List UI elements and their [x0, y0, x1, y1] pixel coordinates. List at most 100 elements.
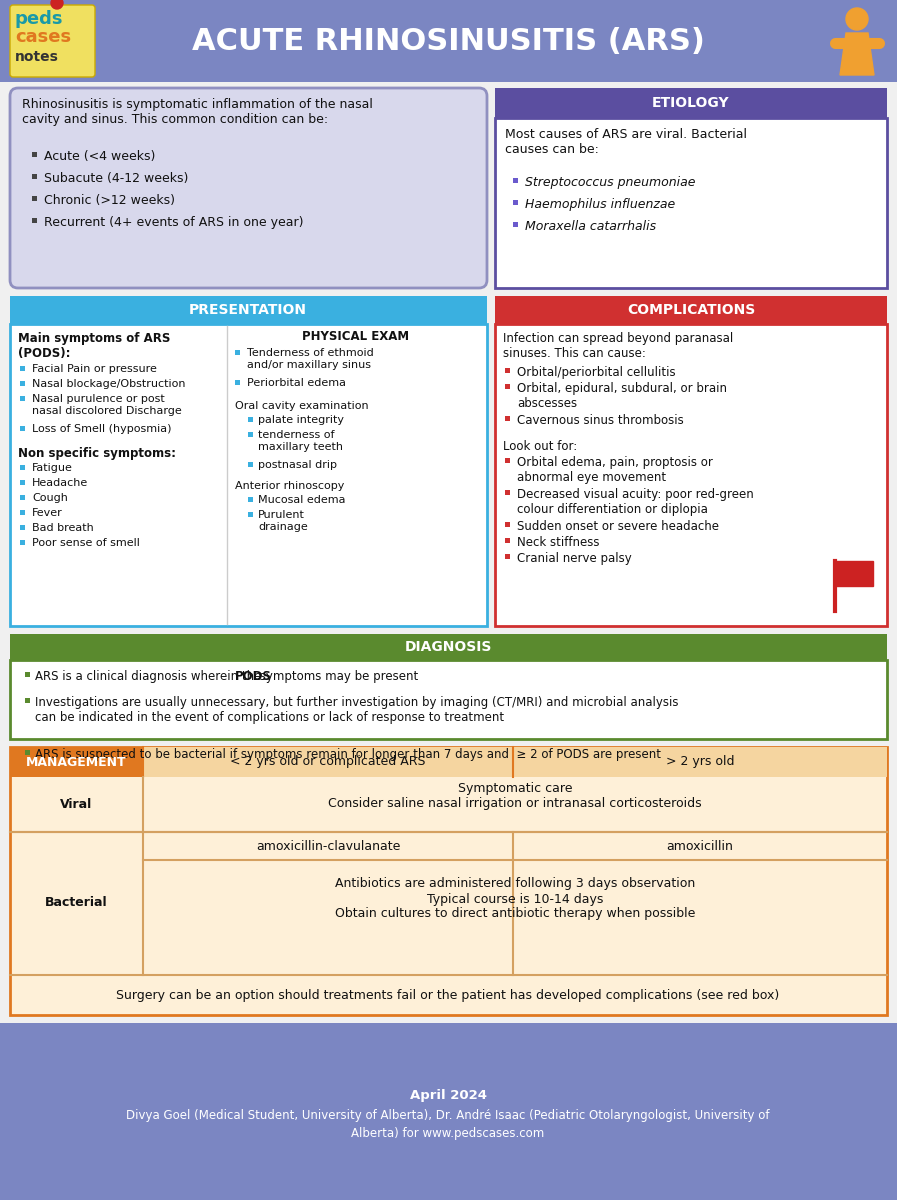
Text: Purulent
drainage: Purulent drainage: [258, 510, 308, 532]
FancyBboxPatch shape: [10, 88, 487, 288]
Bar: [248, 462, 253, 467]
Text: PHYSICAL EXAM: PHYSICAL EXAM: [302, 330, 410, 343]
Text: Recurrent (4+ events of ARS in one year): Recurrent (4+ events of ARS in one year): [44, 216, 303, 229]
Text: PRESENTATION: PRESENTATION: [189, 302, 307, 317]
Bar: [10, 296, 487, 324]
Bar: [505, 554, 510, 559]
Bar: [0, 0, 897, 82]
Text: Oral cavity examination: Oral cavity examination: [235, 401, 369, 410]
Bar: [495, 324, 887, 626]
Text: Decreased visual acuity: poor red-green
colour differentiation or diplopia: Decreased visual acuity: poor red-green …: [517, 488, 753, 516]
Bar: [0, 1022, 897, 1200]
Text: ARS is a clinical diagnosis wherein the: ARS is a clinical diagnosis wherein the: [35, 670, 266, 683]
Text: Investigations are usually unnecessary, but further investigation by imaging (CT: Investigations are usually unnecessary, …: [35, 696, 678, 724]
Text: ARS is suspected to be bacterial if symptoms remain for longer than 7 days and  : ARS is suspected to be bacterial if symp…: [35, 748, 661, 761]
FancyBboxPatch shape: [10, 5, 95, 77]
Bar: [10, 660, 887, 739]
Text: postnasal drip: postnasal drip: [258, 460, 337, 470]
Bar: [495, 118, 887, 288]
Bar: [513, 178, 518, 182]
Text: Divya Goel (Medical Student, University of Alberta), Dr. André Isaac (Pediatric : Divya Goel (Medical Student, University …: [126, 1109, 770, 1122]
Text: COMPLICATIONS: COMPLICATIONS: [627, 302, 755, 317]
Circle shape: [846, 8, 868, 30]
Text: Cough: Cough: [32, 493, 68, 503]
Text: DIAGNOSIS: DIAGNOSIS: [405, 640, 492, 654]
Bar: [32, 152, 37, 157]
Text: Orbital edema, pain, proptosis or
abnormal eye movement: Orbital edema, pain, proptosis or abnorm…: [517, 456, 713, 484]
Bar: [25, 698, 30, 703]
Text: Cranial nerve palsy: Cranial nerve palsy: [517, 552, 631, 565]
Polygon shape: [840, 32, 874, 74]
Text: Subacute (4-12 weeks): Subacute (4-12 weeks): [44, 172, 188, 185]
Bar: [505, 384, 510, 389]
Bar: [513, 200, 518, 205]
Text: amoxicillin-clavulanate: amoxicillin-clavulanate: [256, 840, 400, 852]
Text: Most causes of ARS are viral. Bacterial
causes can be:: Most causes of ARS are viral. Bacterial …: [505, 128, 747, 156]
Text: Fever: Fever: [32, 508, 63, 518]
Bar: [10, 634, 887, 660]
Text: Sudden onset or severe headache: Sudden onset or severe headache: [517, 520, 719, 533]
Text: Bacterial: Bacterial: [45, 896, 108, 910]
Text: Poor sense of smell: Poor sense of smell: [32, 538, 140, 548]
Bar: [505, 538, 510, 542]
Bar: [20, 396, 25, 401]
Text: notes: notes: [15, 50, 59, 64]
Text: Periorbital edema: Periorbital edema: [247, 378, 346, 388]
Bar: [32, 196, 37, 200]
Text: Mucosal edema: Mucosal edema: [258, 494, 345, 505]
Circle shape: [51, 0, 63, 8]
Text: Tenderness of ethmoid
and/or maxillary sinus: Tenderness of ethmoid and/or maxillary s…: [247, 348, 374, 370]
Text: Nasal blockage/Obstruction: Nasal blockage/Obstruction: [32, 379, 186, 389]
Text: Headache: Headache: [32, 478, 88, 488]
Text: Moraxella catarrhalis: Moraxella catarrhalis: [525, 220, 656, 233]
Bar: [20, 540, 25, 545]
Bar: [10, 746, 143, 778]
Bar: [20, 510, 25, 515]
Bar: [505, 490, 510, 494]
Text: < 2 yrs old or complicated ARS: < 2 yrs old or complicated ARS: [231, 756, 426, 768]
Text: Non specific symptoms:: Non specific symptoms:: [18, 446, 176, 460]
Bar: [25, 672, 30, 677]
Bar: [10, 746, 887, 1015]
Text: Rhinosinusitis is symptomatic inflammation of the nasal
cavity and sinus. This c: Rhinosinusitis is symptomatic inflammati…: [22, 98, 373, 126]
Text: Facial Pain or pressure: Facial Pain or pressure: [32, 364, 157, 374]
Bar: [20, 494, 25, 500]
Text: Neck stiffness: Neck stiffness: [517, 536, 599, 550]
Bar: [830, 5, 885, 74]
Bar: [248, 512, 253, 517]
Bar: [248, 432, 253, 437]
Text: > 2 yrs old: > 2 yrs old: [666, 756, 735, 768]
Text: tenderness of
maxillary teeth: tenderness of maxillary teeth: [258, 430, 343, 451]
Text: Loss of Smell (hyposmia): Loss of Smell (hyposmia): [32, 424, 171, 434]
Text: April 2024: April 2024: [410, 1090, 486, 1102]
Bar: [20, 464, 25, 470]
Bar: [20, 366, 25, 371]
Text: Viral: Viral: [60, 798, 92, 810]
Bar: [505, 416, 510, 421]
Text: MANAGEMENT: MANAGEMENT: [26, 756, 126, 768]
Bar: [513, 222, 518, 227]
Text: Surgery can be an option should treatments fail or the patient has developed com: Surgery can be an option should treatmen…: [117, 989, 779, 1002]
Text: Orbital/periorbital cellulitis: Orbital/periorbital cellulitis: [517, 366, 675, 379]
Bar: [20, 426, 25, 431]
Bar: [505, 522, 510, 527]
Text: Acute (<4 weeks): Acute (<4 weeks): [44, 150, 155, 163]
Polygon shape: [835, 560, 873, 586]
Bar: [495, 296, 887, 324]
Text: Bad breath: Bad breath: [32, 523, 94, 533]
Text: Chronic (>12 weeks): Chronic (>12 weeks): [44, 194, 175, 206]
Bar: [32, 218, 37, 223]
Text: Anterior rhinoscopy: Anterior rhinoscopy: [235, 481, 344, 491]
Text: Fatigue: Fatigue: [32, 463, 73, 473]
Bar: [235, 350, 240, 355]
Text: cases: cases: [15, 28, 71, 46]
Bar: [513, 746, 887, 778]
Bar: [10, 324, 487, 626]
Text: Orbital, epidural, subdural, or brain
abscesses: Orbital, epidural, subdural, or brain ab…: [517, 382, 727, 410]
Text: amoxicillin: amoxicillin: [666, 840, 734, 852]
Text: Infection can spread beyond paranasal
sinuses. This can cause:: Infection can spread beyond paranasal si…: [503, 332, 733, 360]
Text: palate integrity: palate integrity: [258, 415, 344, 425]
Text: Streptococcus pneumoniae: Streptococcus pneumoniae: [525, 176, 695, 188]
Text: symptoms may be present: symptoms may be present: [256, 670, 418, 683]
Text: Main symptoms of ARS
(PODS):: Main symptoms of ARS (PODS):: [18, 332, 170, 360]
